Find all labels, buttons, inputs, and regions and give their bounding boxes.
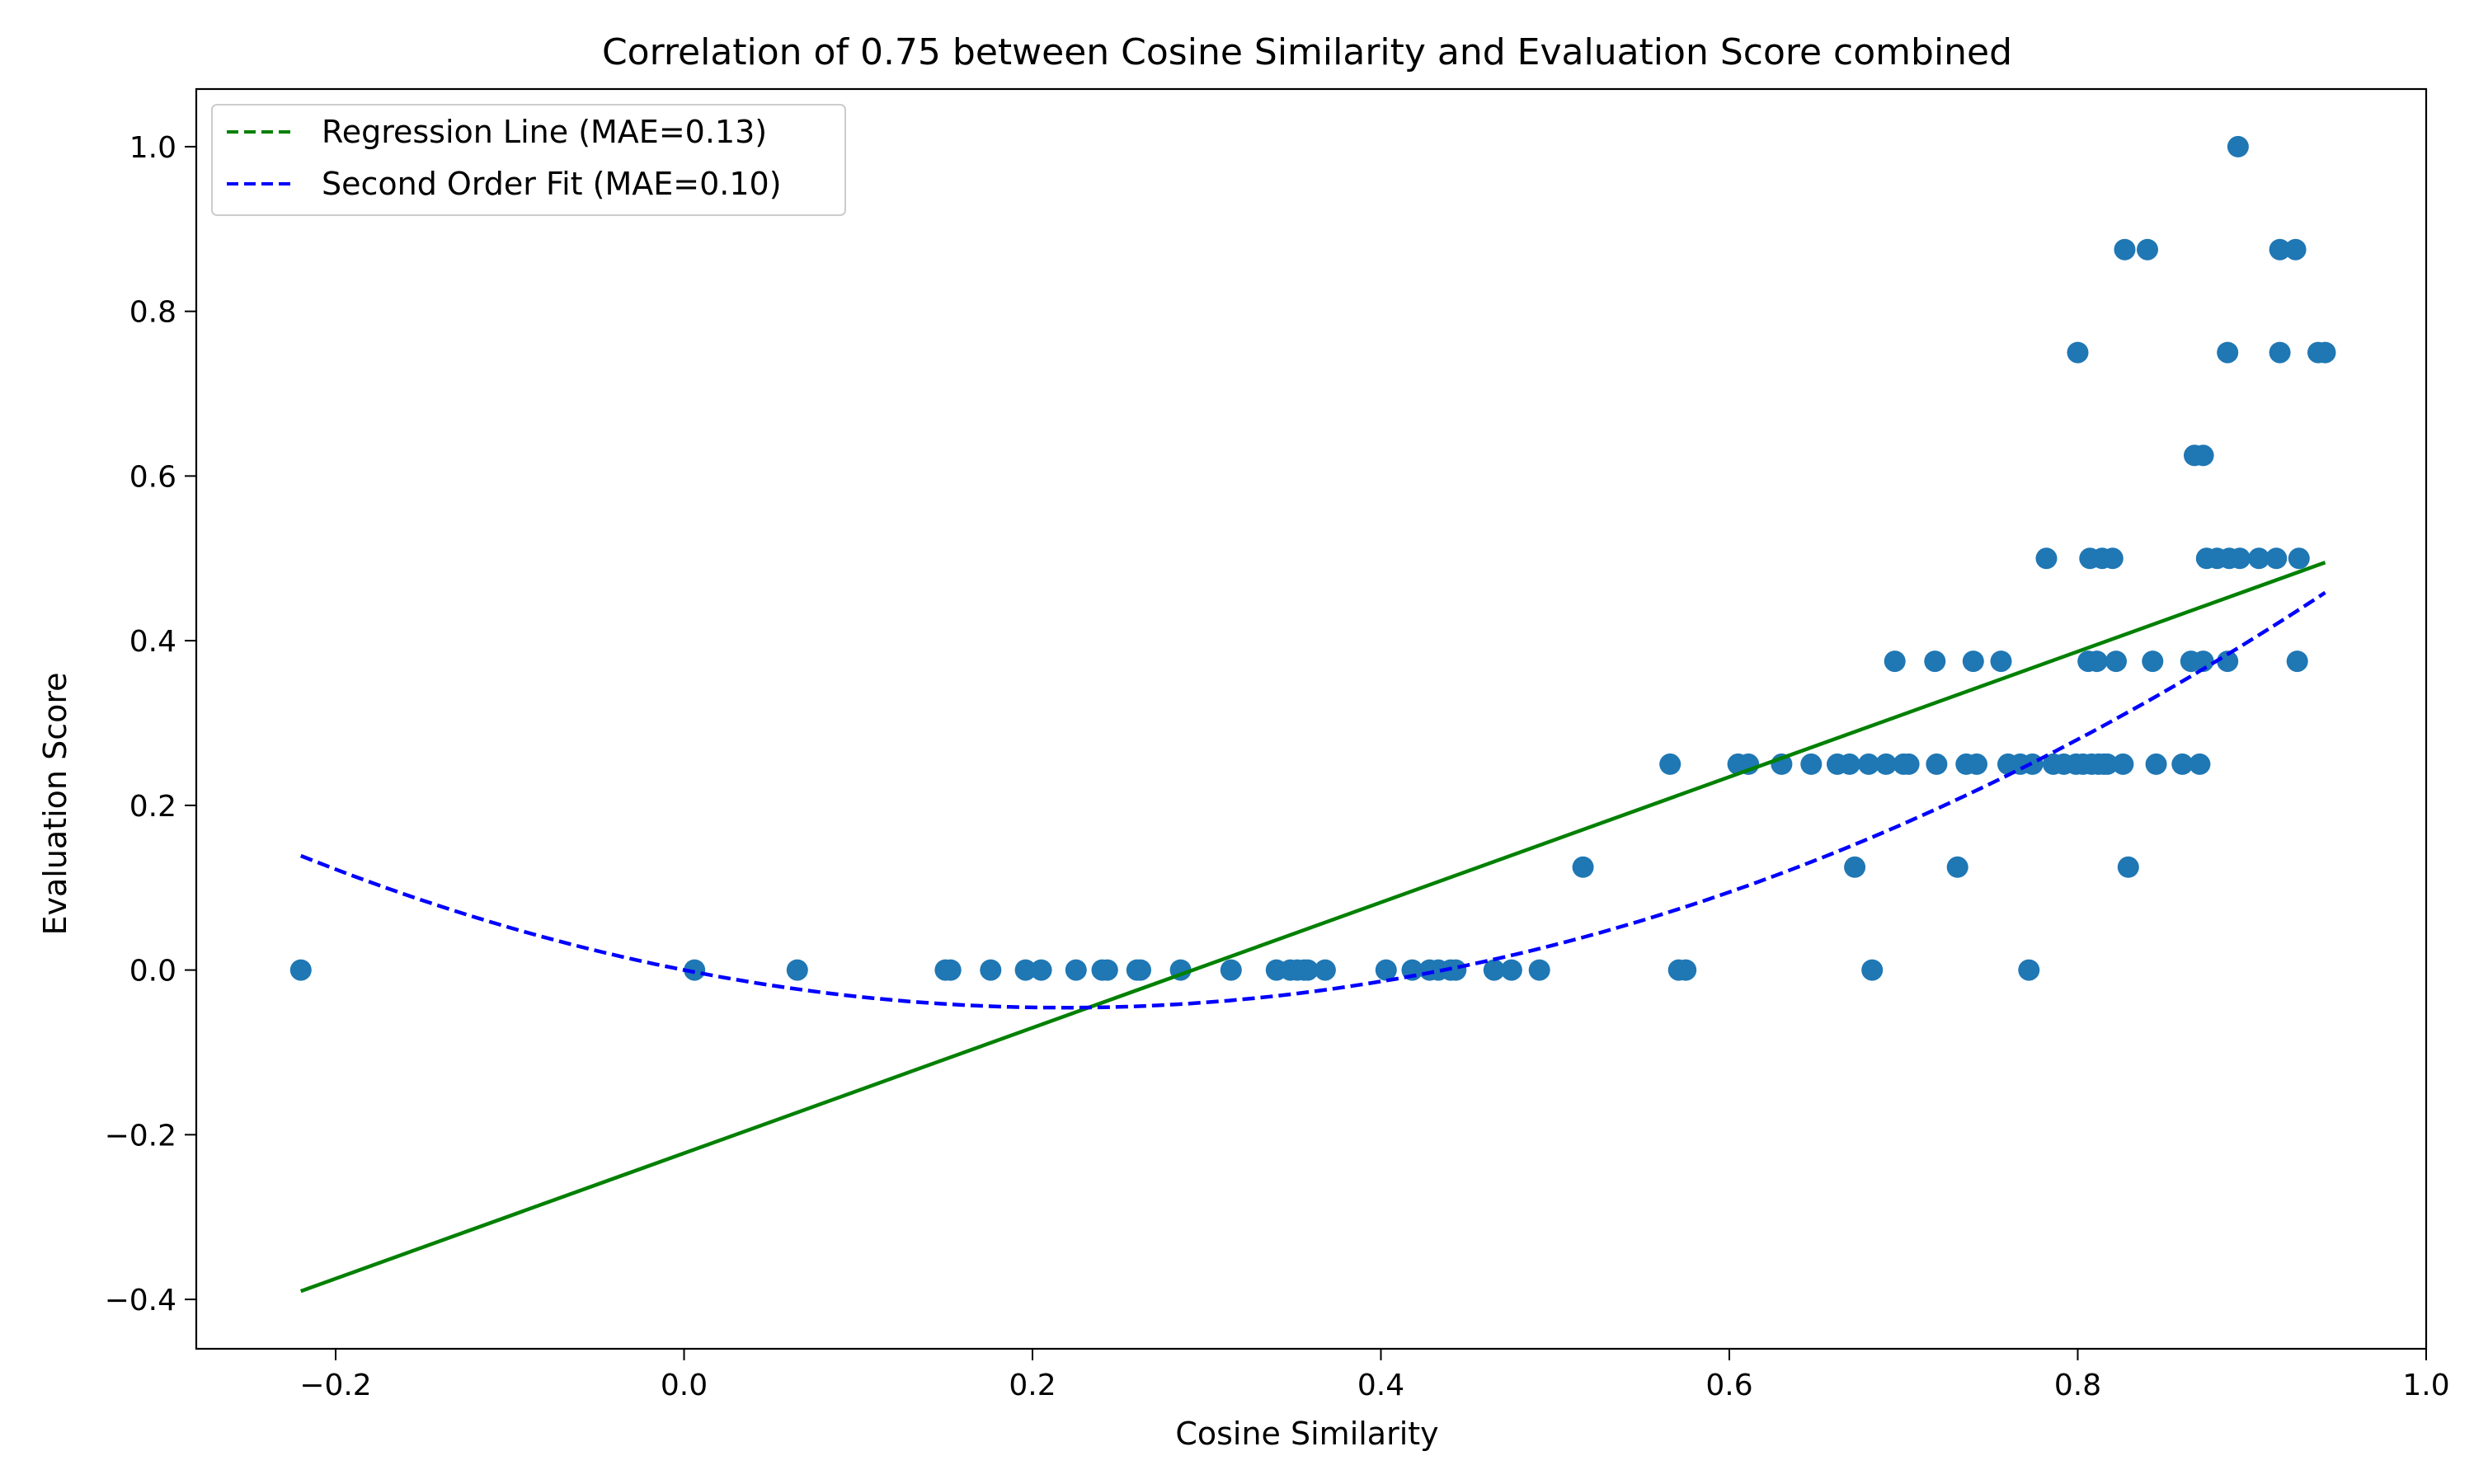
data-point — [2314, 341, 2336, 364]
data-point — [2284, 238, 2307, 261]
data-point — [1065, 959, 1087, 981]
data-point — [1572, 856, 1594, 878]
data-point — [2145, 753, 2167, 775]
data-point — [980, 959, 1002, 981]
data-point — [1861, 959, 1884, 981]
data-point — [2142, 650, 2164, 673]
axes: −0.2 0.0 0.2 0.4 0.6 0.8 1.0 −0.4 −0.2 0.0 0.2 0.4 0… — [105, 87, 2450, 1402]
data-point — [2171, 753, 2194, 775]
y-tick-label: −0.4 — [105, 1284, 176, 1317]
y-tick-label: 0.8 — [129, 296, 176, 330]
x-tick-label: 0.4 — [1357, 1369, 1404, 1402]
data-point — [1675, 959, 1697, 981]
data-point — [1926, 753, 1948, 775]
data-point — [1296, 959, 1319, 981]
data-point — [2288, 547, 2310, 570]
data-point — [2192, 444, 2214, 467]
y-axis-label: Evaluation Score — [37, 672, 73, 935]
x-tick-label: −0.2 — [299, 1369, 371, 1402]
data-point — [1096, 959, 1118, 981]
data-point — [2265, 547, 2288, 570]
data-point — [2229, 547, 2251, 570]
data-point — [1528, 959, 1550, 981]
data-point — [2217, 341, 2239, 364]
data-point — [684, 959, 706, 981]
data-point — [1030, 959, 1052, 981]
y-tick-label: 0.4 — [129, 625, 176, 659]
data-point — [2018, 959, 2040, 981]
data-point — [1014, 959, 1037, 981]
data-point — [2021, 753, 2044, 775]
data-point — [2035, 547, 2058, 570]
data-point — [1924, 650, 1946, 673]
data-point — [2096, 753, 2119, 775]
second-order-fit-line — [299, 590, 2326, 1010]
data-point — [1314, 959, 1336, 981]
x-tick-label: 0.6 — [1705, 1369, 1752, 1402]
data-point — [1844, 856, 1866, 878]
data-point — [2269, 238, 2291, 261]
data-point — [2117, 856, 2139, 878]
x-tick-label: 1.0 — [2402, 1369, 2449, 1402]
data-point — [2269, 341, 2291, 364]
data-point — [2286, 650, 2308, 673]
y-tick-label: 1.0 — [129, 131, 176, 165]
data-point — [1130, 959, 1151, 981]
plot-marks — [289, 135, 2336, 1294]
data-point — [1898, 753, 1920, 775]
data-point — [2189, 753, 2211, 775]
x-tick-label: 0.0 — [661, 1369, 708, 1402]
x-tick-label: 0.2 — [1009, 1369, 1056, 1402]
data-point — [2227, 135, 2249, 157]
data-point — [1884, 650, 1906, 673]
data-point — [1875, 753, 1898, 775]
data-point — [1483, 959, 1505, 981]
plot-frame — [195, 87, 2428, 1350]
data-point — [939, 959, 962, 981]
data-point — [2192, 650, 2214, 673]
data-point — [786, 959, 808, 981]
data-point — [289, 959, 312, 981]
y-tick-label: −0.2 — [105, 1119, 176, 1153]
chart-title: Correlation of 0.75 between Cosine Simil… — [602, 31, 2012, 73]
data-point — [2101, 547, 2124, 570]
data-point — [2105, 650, 2127, 673]
data-point — [1800, 753, 1823, 775]
data-point — [2112, 753, 2134, 775]
data-point — [1966, 753, 1987, 775]
data-point — [1375, 959, 1397, 981]
data-point — [2217, 650, 2239, 673]
data-point — [1220, 959, 1242, 981]
data-point — [1500, 959, 1522, 981]
regression-line — [299, 561, 2326, 1294]
data-point — [1946, 856, 1968, 878]
data-point — [1659, 753, 1681, 775]
legend-frame — [211, 104, 846, 216]
data-point — [2248, 547, 2270, 570]
y-tick-label: 0.2 — [129, 790, 176, 824]
x-axis-label: Cosine Similarity — [1175, 1416, 1438, 1452]
y-tick-label: 0.0 — [129, 955, 176, 989]
legend-label-second-order: Second Order Fit (MAE=0.10) — [322, 166, 782, 202]
data-point — [2137, 238, 2158, 261]
data-point — [1990, 650, 2012, 673]
legend-label-regression: Regression Line (MAE=0.13) — [322, 114, 767, 150]
data-point — [1838, 753, 1860, 775]
data-point — [2086, 650, 2108, 673]
data-point — [2067, 341, 2089, 364]
data-point — [1962, 650, 1984, 673]
data-point — [2114, 238, 2136, 261]
x-tick-label: 0.8 — [2054, 1369, 2101, 1402]
legend: Regression Line (MAE=0.13) Second Order … — [211, 104, 846, 216]
data-point — [1858, 753, 1879, 775]
y-tick-label: 0.6 — [129, 460, 176, 494]
plot-area — [289, 135, 2336, 1294]
